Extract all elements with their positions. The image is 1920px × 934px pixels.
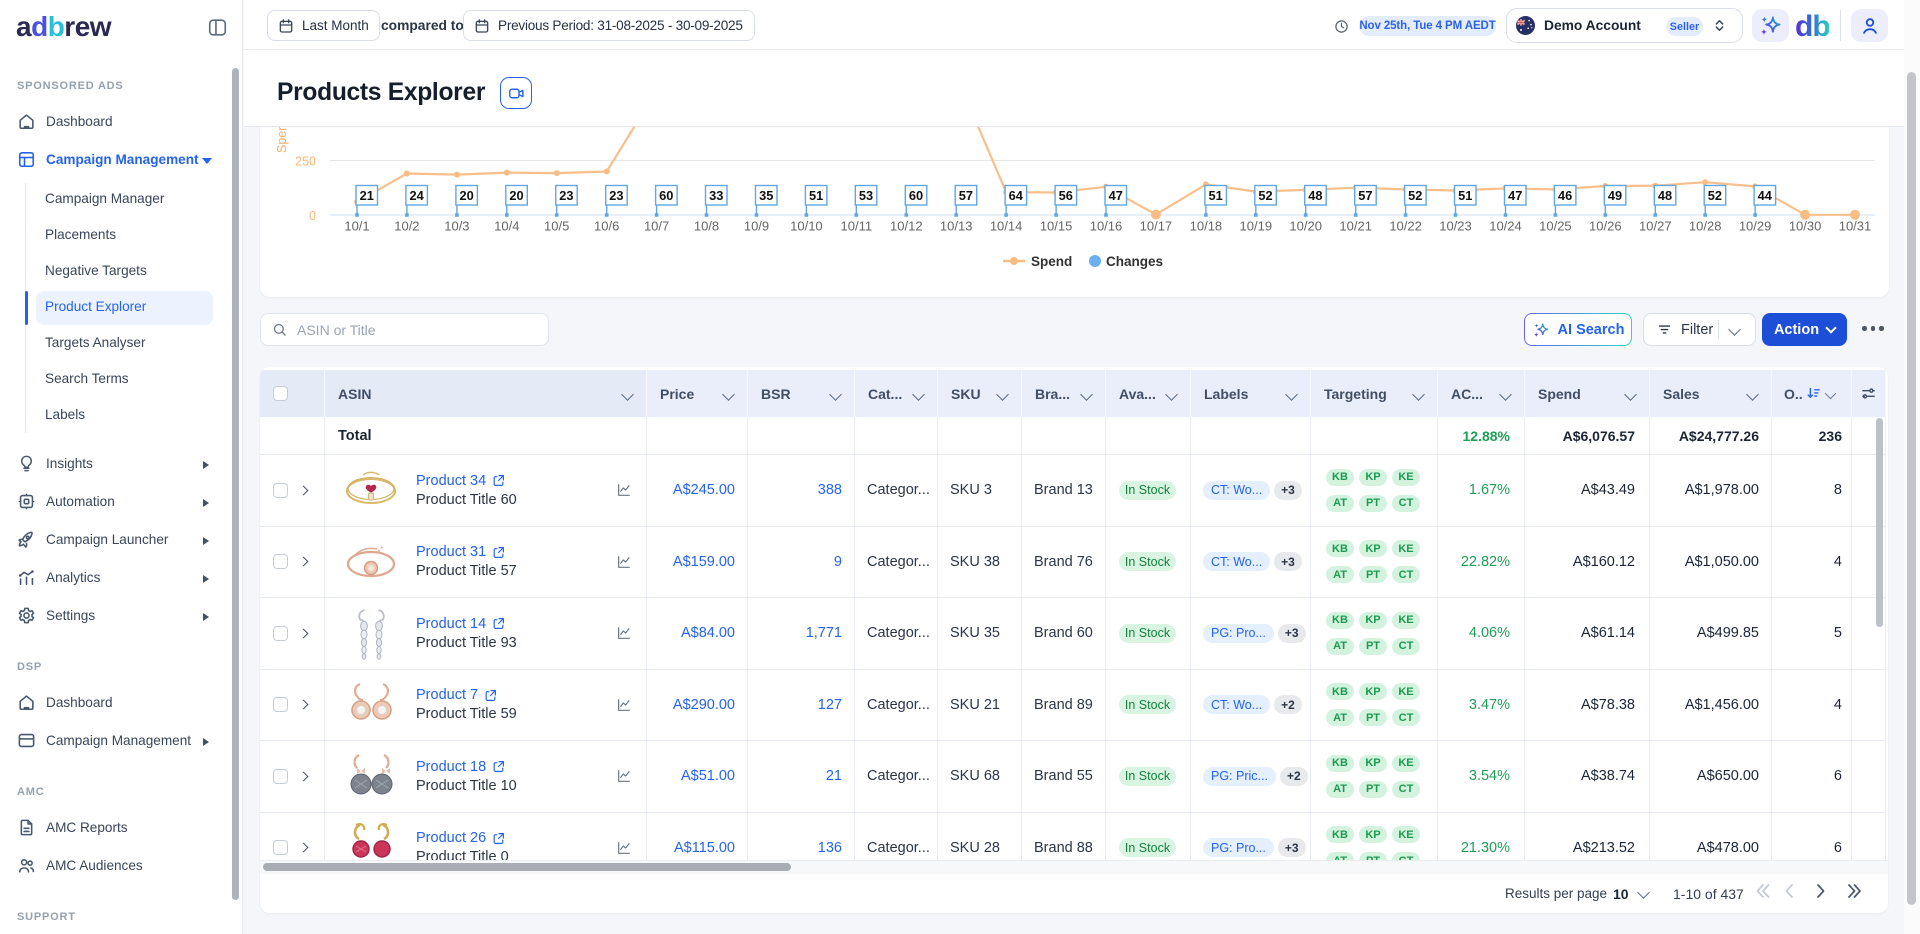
- svg-text:52: 52: [1258, 188, 1272, 203]
- svg-text:57: 57: [1358, 188, 1372, 203]
- svg-text:51: 51: [1458, 188, 1472, 203]
- svg-text:10/3: 10/3: [444, 219, 469, 234]
- svg-text:47: 47: [1508, 188, 1522, 203]
- svg-text:48: 48: [1308, 188, 1322, 203]
- svg-text:51: 51: [809, 188, 823, 203]
- svg-text:56: 56: [1059, 188, 1073, 203]
- svg-text:60: 60: [659, 188, 673, 203]
- svg-text:250: 250: [295, 155, 316, 169]
- svg-text:10/9: 10/9: [744, 219, 769, 234]
- svg-text:10/20: 10/20: [1289, 219, 1322, 234]
- svg-text:10/29: 10/29: [1739, 219, 1772, 234]
- svg-text:47: 47: [1109, 188, 1123, 203]
- svg-text:48: 48: [1658, 188, 1672, 203]
- svg-text:33: 33: [709, 188, 723, 203]
- svg-text:10/1: 10/1: [344, 219, 369, 234]
- svg-text:24: 24: [409, 188, 424, 203]
- svg-text:10/18: 10/18: [1190, 219, 1223, 234]
- svg-text:23: 23: [609, 188, 623, 203]
- svg-text:10/12: 10/12: [890, 219, 923, 234]
- svg-text:35: 35: [759, 188, 773, 203]
- svg-text:10/10: 10/10: [790, 219, 823, 234]
- svg-text:57: 57: [959, 188, 973, 203]
- svg-text:44: 44: [1758, 188, 1773, 203]
- svg-text:10/21: 10/21: [1339, 219, 1372, 234]
- svg-text:21: 21: [360, 188, 374, 203]
- svg-text:10/11: 10/11: [841, 219, 873, 234]
- svg-text:10/24: 10/24: [1489, 219, 1522, 234]
- svg-text:10/22: 10/22: [1389, 219, 1422, 234]
- svg-text:10/30: 10/30: [1789, 219, 1822, 234]
- svg-text:20: 20: [509, 188, 523, 203]
- svg-text:10/13: 10/13: [940, 219, 973, 234]
- svg-text:10/2: 10/2: [394, 219, 419, 234]
- svg-text:60: 60: [909, 188, 923, 203]
- svg-text:10/6: 10/6: [594, 219, 619, 234]
- svg-text:64: 64: [1009, 188, 1024, 203]
- svg-text:52: 52: [1708, 188, 1722, 203]
- svg-text:10/15: 10/15: [1040, 219, 1073, 234]
- svg-text:10/17: 10/17: [1140, 219, 1173, 234]
- svg-text:46: 46: [1558, 188, 1572, 203]
- svg-text:49: 49: [1608, 188, 1622, 203]
- svg-text:10/23: 10/23: [1439, 219, 1472, 234]
- svg-text:10/26: 10/26: [1589, 219, 1622, 234]
- svg-text:51: 51: [1208, 188, 1222, 203]
- svg-text:Changes: Changes: [1106, 254, 1163, 269]
- svg-text:10/4: 10/4: [494, 219, 519, 234]
- svg-text:Spend: Spend: [1031, 254, 1072, 269]
- svg-text:10/7: 10/7: [644, 219, 669, 234]
- svg-text:10/25: 10/25: [1539, 219, 1572, 234]
- svg-text:20: 20: [459, 188, 473, 203]
- svg-text:10/16: 10/16: [1090, 219, 1123, 234]
- svg-text:0: 0: [309, 209, 316, 223]
- svg-text:52: 52: [1408, 188, 1422, 203]
- svg-text:10/5: 10/5: [544, 219, 569, 234]
- svg-text:10/27: 10/27: [1639, 219, 1672, 234]
- svg-text:Spend: Spend: [275, 127, 289, 153]
- svg-text:10/14: 10/14: [990, 219, 1023, 234]
- svg-text:db: db: [1795, 12, 1829, 40]
- svg-text:10/28: 10/28: [1689, 219, 1722, 234]
- svg-text:10/19: 10/19: [1240, 219, 1273, 234]
- svg-text:53: 53: [859, 188, 873, 203]
- svg-text:23: 23: [559, 188, 573, 203]
- svg-text:10/8: 10/8: [694, 219, 719, 234]
- svg-text:10/31: 10/31: [1839, 219, 1872, 234]
